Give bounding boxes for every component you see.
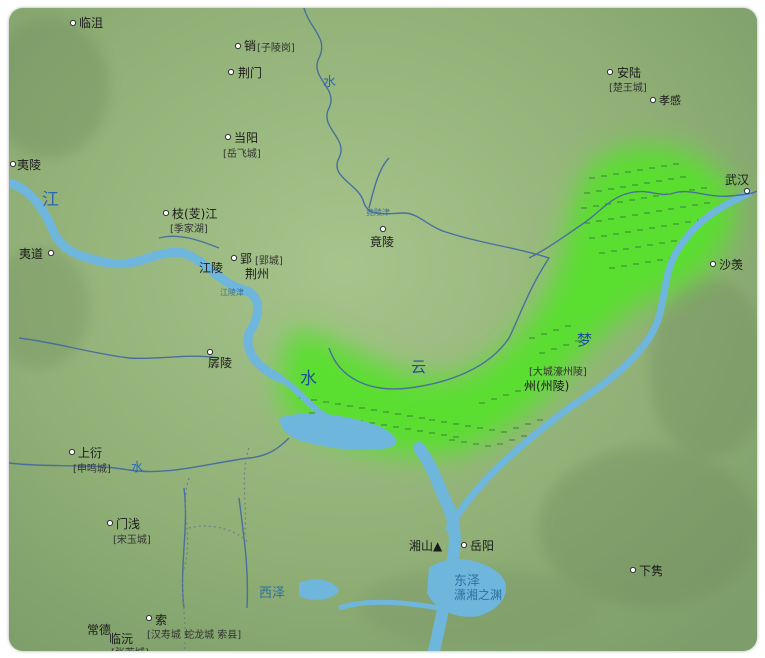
south-channel <box>338 599 440 611</box>
han-river <box>9 8 757 609</box>
map-frame: 临沮 销 [子陵岗] 荆门 当阳 [岳飞城] 夷陵 枝(芰)江 [季家湖] 夷道… <box>9 8 757 651</box>
marsh-lake <box>279 413 397 451</box>
boundaries <box>181 447 250 651</box>
xize-lake <box>299 579 339 600</box>
yunmeng-marsh <box>279 145 736 457</box>
place-markers <box>9 19 751 622</box>
historical-map <box>9 8 757 651</box>
yangtze-river <box>9 178 753 651</box>
dongze-lake <box>427 558 507 617</box>
